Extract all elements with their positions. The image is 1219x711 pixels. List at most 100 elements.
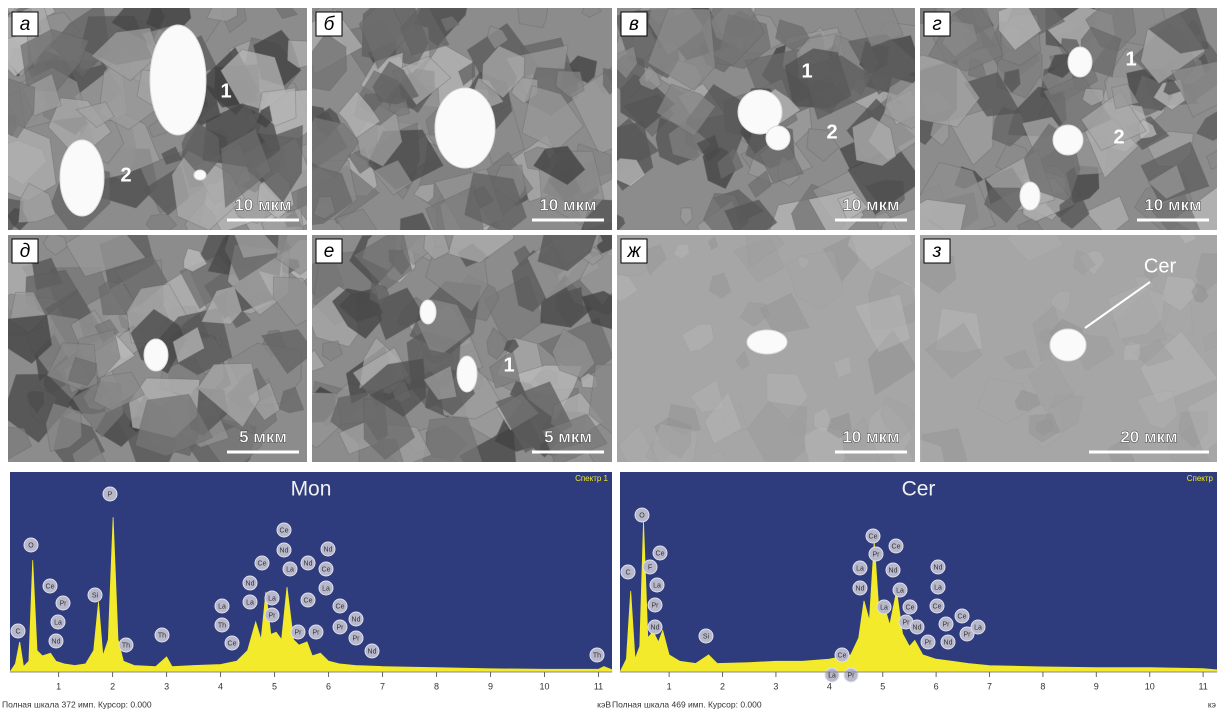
annotation: 1 <box>220 80 231 102</box>
peak-label: Nd <box>324 546 333 553</box>
particle <box>194 170 206 180</box>
peak-label: Pr <box>964 631 972 638</box>
footer: Полная шкала 372 имп. Курсор: 0.000 <box>2 699 152 709</box>
spectrum-title: Cer <box>902 478 936 501</box>
peak-label: Si <box>92 592 99 599</box>
particle <box>435 88 495 168</box>
peak-label: Ce <box>958 613 967 620</box>
panel-letter: г <box>932 14 941 35</box>
particle <box>1020 182 1040 210</box>
peak-label: Ce <box>933 603 942 610</box>
peak-label: O <box>639 512 645 519</box>
x-tick-label: 11 <box>594 681 603 691</box>
grain <box>652 424 698 476</box>
peak-label: Ce <box>280 527 289 534</box>
peak-label: Ce <box>906 604 915 611</box>
peak-label: Nd <box>913 624 922 631</box>
panel-letter: д <box>20 241 31 262</box>
x-tick-label: 7 <box>380 681 385 691</box>
x-tick-label: 3 <box>773 681 778 691</box>
peak-label: Ce <box>258 560 267 567</box>
particle <box>60 140 104 216</box>
x-tick-label: 9 <box>1094 681 1099 691</box>
peak-label: Ce <box>656 550 665 557</box>
unit: кэВ <box>597 699 611 709</box>
scale-label: 10 мкм <box>539 195 596 214</box>
peak-label: Pr <box>943 621 951 628</box>
annotation: 2 <box>120 164 131 186</box>
x-tick-label: 7 <box>987 681 992 691</box>
particle <box>1068 47 1092 77</box>
x-tick-label: 8 <box>1040 681 1045 691</box>
x-tick-label: 4 <box>218 681 223 691</box>
peak-label: La <box>322 585 330 592</box>
peak-label: Pr <box>60 600 68 607</box>
x-tick-label: 10 <box>540 681 550 691</box>
grain <box>709 451 726 470</box>
panel-letter: з <box>932 241 942 262</box>
x-tick-label: 2 <box>110 681 115 691</box>
footer: Полная шкала 469 имп. Курсор: 0.000 <box>612 699 762 709</box>
peak-label: Pr <box>848 672 856 679</box>
peak-label: Nd <box>52 638 61 645</box>
sem-image <box>598 0 937 265</box>
scale-label: 20 мкм <box>1120 427 1177 446</box>
unit: кэ <box>1208 699 1216 709</box>
peak-label: Th <box>122 642 130 649</box>
peak-label: La <box>974 624 982 631</box>
panel-letter: ж <box>626 241 641 262</box>
particle <box>1053 125 1083 155</box>
peak-label: Nd <box>246 580 255 587</box>
peak-label: Nd <box>944 639 953 646</box>
peak-label: La <box>653 582 661 589</box>
peak-label: Nd <box>352 616 361 623</box>
peak-label: Ce <box>869 533 878 540</box>
peak-label: La <box>856 565 864 572</box>
panel-letter: в <box>629 14 639 35</box>
x-tick-label: 5 <box>272 681 277 691</box>
panel-letter: е <box>324 241 335 262</box>
peak-label: La <box>54 619 62 626</box>
peak-label: Ce <box>322 566 331 573</box>
peak-label: Pr <box>925 639 933 646</box>
particle <box>766 126 790 150</box>
peak-label: Nd <box>934 564 943 571</box>
x-tick-label: 11 <box>1198 681 1207 691</box>
peak-label: Ce <box>892 543 901 550</box>
peak-label: Th <box>158 632 166 639</box>
annotation: 2 <box>826 121 837 143</box>
peak-label: Pr <box>903 619 911 626</box>
peak-label: Nd <box>889 567 898 574</box>
annotation: 1 <box>503 354 514 376</box>
peak-label: Pr <box>652 602 660 609</box>
peak-label: Pr <box>353 635 361 642</box>
peak-label: Pr <box>873 551 881 558</box>
peak-label: Nd <box>856 585 865 592</box>
peak-label: Nd <box>304 560 313 567</box>
peak-label: O <box>28 542 34 549</box>
peak-label: Ce <box>304 597 313 604</box>
figure: а10 мкм12б10 мкмв10 мкм12г10 мкм12д5 мкм… <box>0 0 1219 711</box>
panel-letter: б <box>324 14 336 35</box>
peak-label: La <box>880 604 888 611</box>
x-tick-label: 10 <box>1145 681 1155 691</box>
scale-label: 10 мкм <box>234 195 291 214</box>
peak-label: C <box>625 569 630 576</box>
peak-label: Th <box>218 622 226 629</box>
peak-label: Th <box>593 652 601 659</box>
annotation: 2 <box>1113 126 1124 148</box>
panel-letter: а <box>20 14 31 35</box>
peak-label: La <box>218 603 226 610</box>
peak-label: Pr <box>337 624 345 631</box>
particle <box>1050 329 1086 361</box>
peak-label: Ce <box>336 603 345 610</box>
spectrum-label: Спектр 1 <box>575 474 608 483</box>
spectrum-title: Mon <box>291 478 332 501</box>
x-tick-label: 9 <box>488 681 493 691</box>
scale-label: 5 мкм <box>239 427 287 446</box>
particle <box>457 356 477 392</box>
x-tick-label: 1 <box>56 681 61 691</box>
x-tick-label: 2 <box>720 681 725 691</box>
scale-label: 10 мкм <box>842 427 899 446</box>
peak-label: F <box>648 564 652 571</box>
